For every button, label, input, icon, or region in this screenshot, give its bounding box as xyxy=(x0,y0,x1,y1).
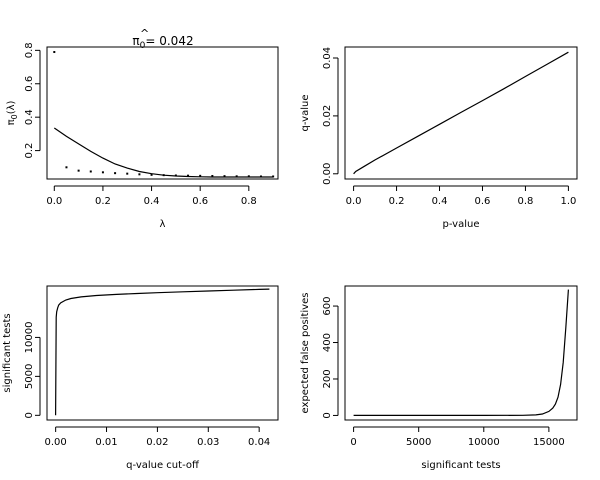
x-tick-label: 0.2 xyxy=(95,196,111,207)
x-tick-label: 0.8 xyxy=(517,196,533,207)
y-tick-label: 0.8 xyxy=(24,42,35,58)
x-tick-label: 10000 xyxy=(468,437,500,448)
data-point xyxy=(211,174,214,177)
y-tick-label: 600 xyxy=(322,297,333,316)
series-line xyxy=(353,289,569,416)
x-axis-label: q-value cut-off xyxy=(126,460,200,471)
data-point xyxy=(150,173,153,176)
data-point xyxy=(235,175,238,178)
data-point xyxy=(89,170,92,173)
y-axis-label: q-value xyxy=(300,94,311,131)
pi0-lambda-panel: π0= 0.042 ^ π0(λ) 0.0 0.2 0.4 0.6 0.8 0.2 0.4 0… xyxy=(6,27,279,230)
data-point xyxy=(247,175,250,178)
x-tick-label: 0.4 xyxy=(144,196,160,207)
y-axis-label: expected false positives xyxy=(300,293,311,414)
data-point xyxy=(138,173,141,176)
x-axis-label: λ xyxy=(160,219,166,230)
x-tick-label: 0.00 xyxy=(45,437,67,448)
y-tick-label: 5000 xyxy=(24,364,35,389)
y-tick-label: 400 xyxy=(322,333,333,352)
y-tick-label: 0.02 xyxy=(322,105,333,127)
series-line xyxy=(55,288,270,416)
x-tick-label: 15000 xyxy=(533,437,565,448)
x-tick-label: 5000 xyxy=(406,437,431,448)
series-line xyxy=(353,51,569,175)
x-tick-label: 0.4 xyxy=(432,196,448,207)
data-point xyxy=(101,171,104,174)
x-tick-label: 0 xyxy=(350,437,356,448)
x-axis-label: p-value xyxy=(442,219,479,230)
y-tick-label: 0 xyxy=(24,412,35,418)
data-point xyxy=(187,174,190,177)
chart-title: π0= 0.042 xyxy=(132,34,193,51)
data-point xyxy=(223,175,226,178)
x-tick-label: 0.01 xyxy=(95,437,117,448)
y-tick-label: 0.2 xyxy=(24,143,35,159)
series-line xyxy=(53,127,274,178)
y-tick-label: 10000 xyxy=(24,322,35,354)
plot-frame xyxy=(46,46,279,180)
x-tick-label: 0.0 xyxy=(46,196,62,207)
x-tick-label: 0.6 xyxy=(192,196,208,207)
x-tick-label: 0.04 xyxy=(248,437,270,448)
qvalue-pvalue-panel: 0.0 0.2 0.4 0.6 0.8 1.0 0.00 0.02 0.04 p-value q-v… xyxy=(300,46,578,230)
x-tick-label: 0.2 xyxy=(389,196,405,207)
x-tick-label: 0.0 xyxy=(346,196,362,207)
y-tick-label: 200 xyxy=(322,369,333,388)
data-point xyxy=(65,166,68,169)
y-tick-label: 0.6 xyxy=(24,76,35,92)
data-point xyxy=(126,172,129,175)
x-tick-label: 0.02 xyxy=(146,437,168,448)
false-positives-panel: 0 5000 10000 15000 0 200 400 600 significant tes… xyxy=(300,285,578,471)
y-tick-label: 0.4 xyxy=(24,109,35,125)
x-tick-label: 0.03 xyxy=(197,437,219,448)
plot-frame xyxy=(344,285,578,421)
y-tick-label: 0.00 xyxy=(322,163,333,185)
x-tick-label: 0.6 xyxy=(475,196,491,207)
x-tick-label: 0.8 xyxy=(241,196,257,207)
data-point xyxy=(199,174,202,177)
y-axis-label: significant tests xyxy=(2,313,13,392)
y-axis-label: π0(λ) xyxy=(6,100,19,125)
y-tick-label: 0 xyxy=(322,412,333,418)
title-hat-mark: ^ xyxy=(140,27,149,40)
data-point xyxy=(53,51,56,54)
plot-frame xyxy=(46,285,279,421)
data-point xyxy=(272,175,275,178)
plot-frame xyxy=(344,46,578,180)
y-tick-label: 0.04 xyxy=(322,47,333,69)
data-point xyxy=(114,172,117,175)
x-tick-label: 1.0 xyxy=(560,196,576,207)
x-axis-label: significant tests xyxy=(421,460,500,471)
significant-tests-panel: 0.00 0.01 0.02 0.03 0.04 0 5000 10000 q-value cu… xyxy=(2,285,279,471)
data-point xyxy=(77,169,80,172)
